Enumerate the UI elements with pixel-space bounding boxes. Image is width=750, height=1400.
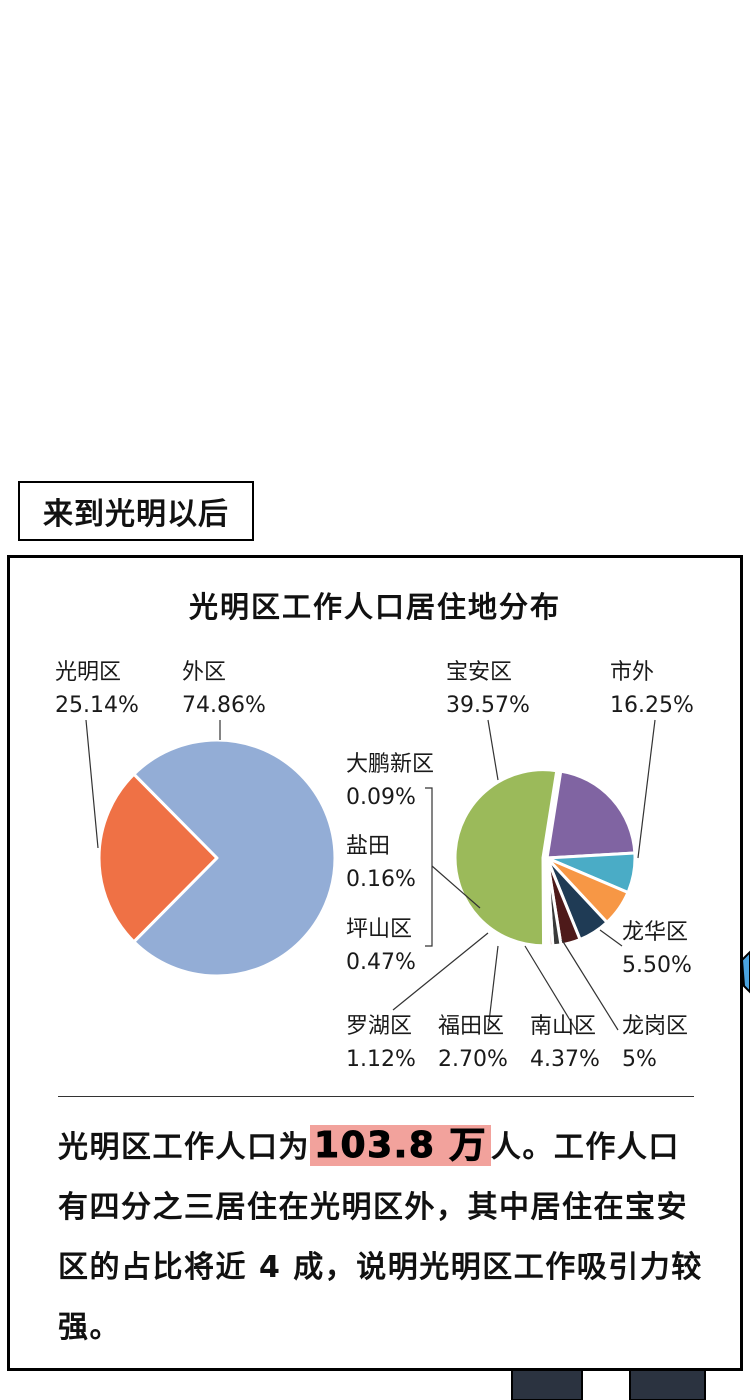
pie-slice-9 — [545, 856, 550, 948]
label-longhua: 龙华区 5.50% — [622, 916, 692, 982]
pie-slice-0 — [97, 772, 219, 944]
slice-value: 4.37% — [530, 1047, 600, 1072]
leader-line — [431, 865, 481, 909]
slice-name: 光明区 — [55, 660, 122, 685]
label-waiqu: 外区 74.86% — [182, 656, 266, 722]
section-header: 来到光明以后 — [18, 481, 254, 541]
label-pingshan: 坪山区 0.47% — [346, 913, 416, 979]
label-baoan: 宝安区 39.57% — [446, 656, 530, 722]
slice-value: 16.25% — [610, 693, 694, 718]
slice-value: 39.57% — [446, 693, 530, 718]
bracket — [425, 787, 433, 947]
slice-value: 0.16% — [346, 867, 416, 892]
chart-title: 光明区工作人口居住地分布 — [188, 590, 561, 624]
slice-value: 25.14% — [55, 693, 139, 718]
slice-name: 宝安区 — [446, 660, 513, 685]
slice-name: 龙岗区 — [622, 1014, 689, 1039]
slice-value: 5.50% — [622, 953, 692, 978]
leader-line — [561, 939, 619, 1031]
slice-name: 龙华区 — [622, 920, 689, 945]
leader-line — [487, 719, 499, 781]
label-longgang: 龙岗区 5% — [622, 1010, 688, 1076]
slice-name: 大鹏新区 — [346, 752, 435, 777]
slice-name: 坪山区 — [346, 917, 413, 942]
slice-value: 1.12% — [346, 1047, 416, 1072]
slice-name: 罗湖区 — [346, 1014, 413, 1039]
slice-value: 5% — [622, 1047, 657, 1072]
label-yantian: 盐田 0.16% — [346, 830, 416, 896]
divider — [58, 1096, 694, 1097]
slice-value: 2.70% — [438, 1047, 508, 1072]
slice-name: 市外 — [610, 660, 655, 685]
label-shiwai: 市外 16.25% — [610, 656, 694, 722]
slice-name: 福田区 — [438, 1014, 505, 1039]
label-nanshan: 南山区 4.37% — [530, 1010, 600, 1076]
highlight-number: 103.8 万 — [310, 1125, 491, 1167]
slice-name: 南山区 — [530, 1014, 597, 1039]
description-text: 光明区工作人口为 103.8 万人。工作人口有四分之三居住在光明区外，其中居住在宝… — [58, 1116, 708, 1358]
leader-line — [599, 929, 623, 947]
leader-line — [524, 945, 577, 1031]
pie-slice-1 — [132, 738, 337, 978]
slice-value: 0.09% — [346, 785, 416, 810]
description-start: 光明区工作人口为 — [58, 1130, 310, 1165]
leader-line — [487, 945, 499, 1031]
chart-panel: 光明区工作人口居住地分布 光明区 25.14% 外区 74.86% 宝安区 39… — [7, 555, 743, 1371]
slice-name: 外区 — [182, 660, 227, 685]
section-header-label: 来到光明以后 — [43, 497, 229, 532]
label-dapeng: 大鹏新区 0.09% — [346, 748, 434, 814]
label-luohu: 罗湖区 1.12% — [346, 1010, 416, 1076]
slice-value: 0.47% — [346, 950, 416, 975]
pie-slice-1 — [545, 769, 637, 860]
slice-value: 74.86% — [182, 693, 266, 718]
leader-line — [85, 719, 99, 849]
label-guangming: 光明区 25.14% — [55, 656, 139, 722]
slice-name: 盐田 — [346, 834, 391, 859]
description-end: 人。工作人口有四分之三居住在光明区外，其中居住在宝安区的占比将近 4 成，说明光… — [58, 1130, 703, 1345]
pie-slice-0 — [453, 768, 559, 948]
leader-line — [637, 719, 656, 859]
leader-line — [392, 932, 489, 1011]
label-futian: 福田区 2.70% — [438, 1010, 508, 1076]
pie-charts — [85, 719, 656, 1031]
